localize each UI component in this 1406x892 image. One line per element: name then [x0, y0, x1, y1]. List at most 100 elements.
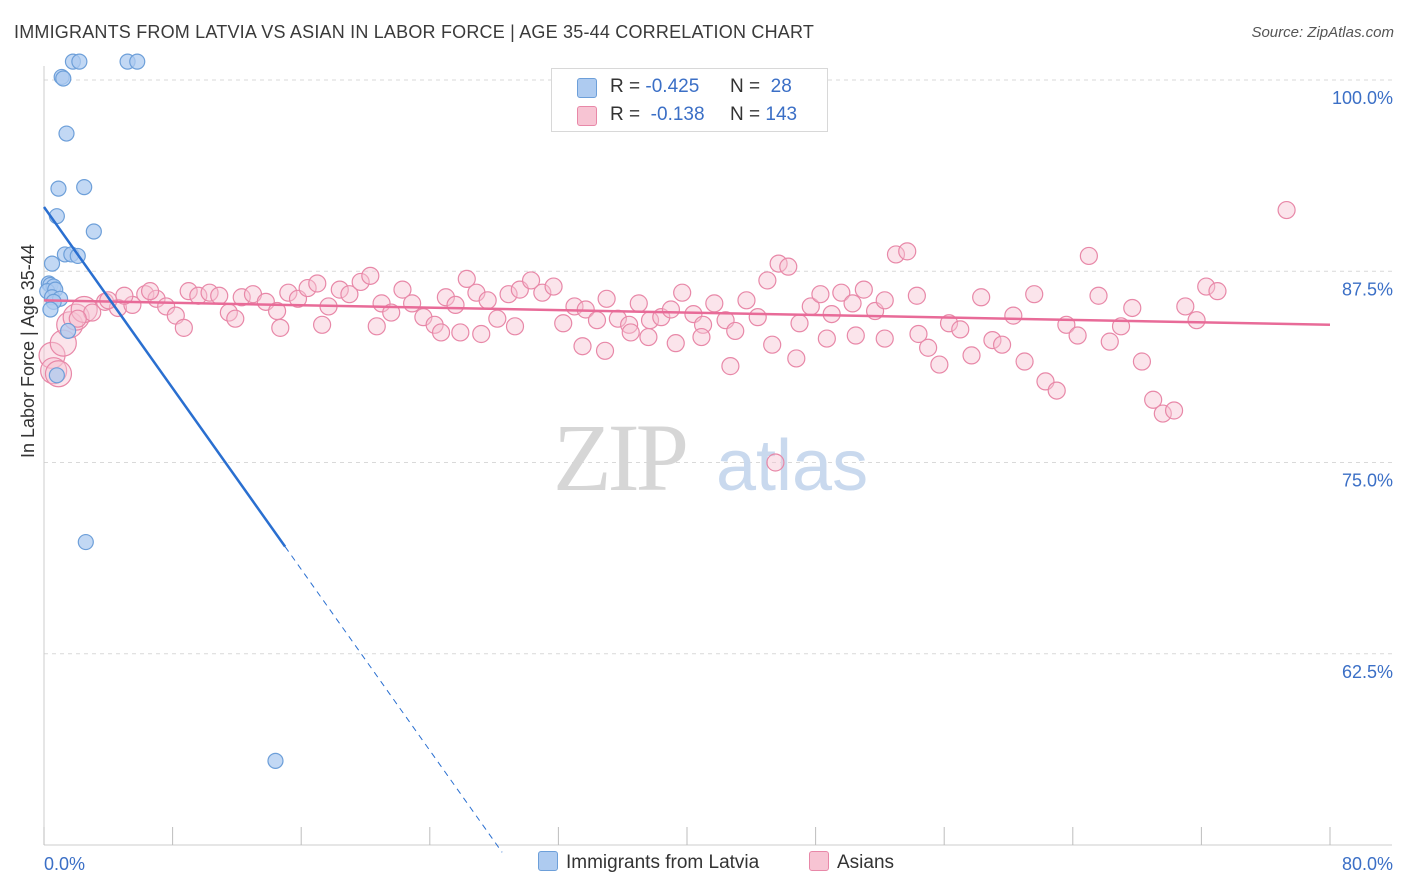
asians-point	[312, 315, 332, 334]
latvia-point	[58, 125, 75, 142]
latvia-trend-line	[42, 206, 287, 548]
asians-point	[817, 329, 836, 348]
asians-point	[1015, 352, 1034, 371]
asians-point	[382, 303, 401, 322]
latvia-point	[85, 223, 102, 240]
watermark-atlas: atlas	[716, 426, 868, 506]
asians-point	[875, 329, 894, 348]
asians-point	[705, 294, 724, 313]
latvia-points	[39, 53, 284, 769]
asians-point	[1144, 390, 1163, 409]
asians-point	[573, 337, 592, 356]
asians-point	[488, 309, 507, 328]
y-tick-label: 100.0%	[1332, 88, 1393, 108]
bottom-legend-latvia: Immigrants from Latvia	[538, 851, 759, 874]
asians-point	[68, 309, 87, 328]
asians-point	[595, 341, 615, 360]
asians-point	[763, 335, 782, 354]
asians-point	[930, 355, 949, 374]
asians-point	[843, 294, 862, 313]
asians-point	[907, 286, 926, 305]
axes	[43, 66, 1392, 846]
asians-point	[661, 300, 681, 319]
asians-point	[787, 349, 806, 368]
latvia-point	[50, 180, 67, 197]
asians-point	[758, 271, 777, 290]
asians-point	[621, 323, 640, 342]
asians-point	[308, 274, 327, 293]
asians-point	[140, 282, 160, 301]
asians-point	[403, 294, 422, 313]
asians-r: R = -0.138	[610, 104, 705, 125]
bottom-latvia-label: Immigrants from Latvia	[566, 852, 760, 873]
asians-point	[1153, 404, 1172, 423]
asians-point	[38, 341, 66, 369]
asians-point	[620, 315, 639, 334]
asians-point	[271, 318, 290, 337]
asians-point	[226, 309, 245, 328]
asians-point	[1197, 277, 1216, 296]
watermark-zip: ZIP	[553, 404, 686, 511]
latvia-swatch	[577, 78, 597, 98]
x-tick-label-max: 80.0%	[1342, 854, 1393, 874]
latvia-trend-extension	[284, 546, 503, 853]
asians-point	[597, 289, 616, 308]
latvia-point	[129, 53, 146, 70]
asians-point	[1025, 285, 1044, 304]
asians-point	[436, 288, 455, 307]
asians-point	[393, 280, 412, 299]
asians-point	[875, 291, 894, 310]
source-label: Source: ZipAtlas.com	[1251, 24, 1394, 41]
asians-point	[499, 285, 518, 304]
y-tick-labels: 62.5% 75.0% 87.5% 100.0%	[1332, 88, 1393, 682]
latvia-point	[267, 752, 284, 769]
asians-point	[1079, 246, 1098, 266]
asians-point	[790, 314, 809, 333]
asians-point	[692, 327, 711, 347]
asians-point	[1164, 401, 1184, 420]
asians-point	[472, 324, 491, 344]
asians-point	[721, 357, 740, 376]
asians-point	[446, 295, 465, 315]
asians-point	[505, 317, 525, 336]
asians-point	[1123, 298, 1142, 318]
asians-point	[972, 288, 991, 307]
latvia-point	[48, 367, 65, 384]
asians-point	[779, 257, 798, 276]
asians-point	[179, 282, 198, 301]
asians-point	[1208, 282, 1227, 301]
asians-point	[766, 453, 785, 472]
asians-point	[1004, 306, 1023, 325]
asians-point	[1277, 200, 1296, 220]
grid-lines	[44, 79, 1392, 655]
bottom-asians-swatch	[809, 851, 829, 871]
stats-legend: R = -0.425 N = 28 R = -0.138 N = 143	[551, 68, 828, 132]
asians-point	[431, 323, 451, 342]
asians-point	[939, 314, 959, 333]
asians-point	[629, 294, 648, 313]
legend-row-latvia: R = -0.425 N = 28	[552, 73, 827, 101]
bottom-legend-asians: Asians	[809, 851, 894, 874]
y-tick-label: 75.0%	[1342, 471, 1393, 491]
asians-point	[340, 285, 359, 304]
latvia-point	[55, 70, 72, 87]
asians-point	[811, 285, 830, 304]
y-axis-label: In Labor Force | Age 35-44	[18, 244, 38, 458]
asians-point	[174, 318, 193, 337]
asians-point	[330, 280, 349, 299]
asians-point	[846, 326, 865, 345]
asians-point	[457, 269, 476, 288]
asians-point	[1132, 352, 1152, 371]
legend-row-asians: R = -0.138 N = 143	[552, 101, 827, 129]
asians-point	[951, 320, 970, 339]
asians-point	[478, 291, 497, 310]
asians-point	[554, 314, 573, 333]
asians-point	[1047, 381, 1066, 400]
asians-point	[639, 327, 658, 347]
asians-point	[351, 272, 370, 292]
latvia-point	[43, 255, 61, 272]
asians-n: N = 143	[730, 104, 798, 125]
latvia-point	[71, 53, 88, 70]
asians-swatch	[577, 106, 597, 126]
